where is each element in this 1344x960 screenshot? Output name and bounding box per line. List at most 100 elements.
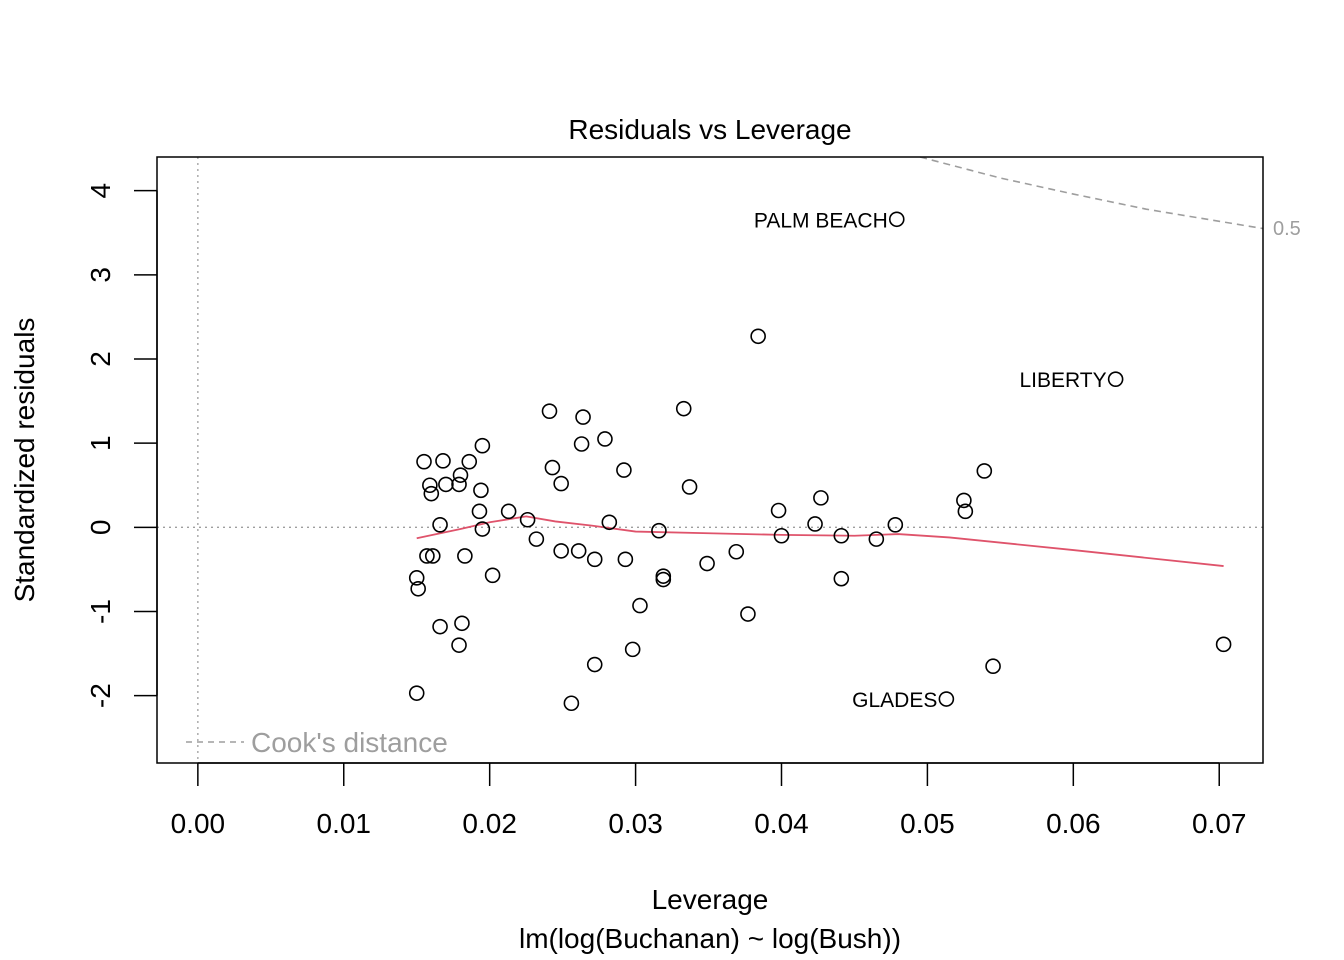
data-point — [408, 570, 425, 586]
data-point — [1107, 371, 1124, 388]
cooks-distance-contour — [919, 156, 1264, 230]
data-point — [419, 548, 435, 564]
data-point — [813, 490, 829, 506]
data-point — [655, 571, 672, 588]
data-point — [575, 409, 591, 425]
data-point — [750, 328, 766, 345]
data-point — [957, 503, 974, 520]
data-point — [833, 570, 850, 587]
data-point — [888, 211, 905, 228]
data-point — [597, 431, 613, 447]
data-point — [471, 503, 488, 520]
chart-subtitle: lm(log(Buchanan) ~ log(Bush)) — [519, 923, 901, 954]
x-axis: 0.00 0.01 0.02 0.03 0.04 0.05 0.06 0.07 — [171, 762, 1247, 839]
y-tick-label: -1 — [85, 599, 116, 624]
data-point — [500, 503, 517, 520]
data-point — [410, 580, 426, 597]
data-point — [474, 437, 491, 454]
data-point — [474, 521, 491, 537]
data-point — [484, 567, 501, 584]
data-point — [887, 517, 904, 533]
x-tick-label: 0.02 — [462, 808, 517, 839]
x-tick-label: 0.03 — [608, 808, 663, 839]
data-point — [451, 637, 467, 653]
y-tick-label: 4 — [85, 183, 116, 199]
data-point — [586, 551, 603, 568]
y-tick-label: 1 — [85, 435, 116, 451]
data-point — [457, 548, 473, 564]
data-point — [416, 453, 432, 470]
data-points — [408, 211, 1232, 712]
x-tick-label: 0.04 — [754, 808, 809, 839]
data-point — [424, 548, 441, 564]
data-point — [570, 543, 587, 559]
data-point — [956, 492, 972, 509]
data-point — [586, 656, 603, 673]
data-point — [601, 514, 618, 531]
data-point — [422, 477, 438, 494]
data-point — [519, 511, 536, 528]
point-labels: PALM BEACH LIBERTY GLADES — [754, 209, 1107, 712]
y-tick-label: 0 — [85, 520, 116, 536]
legend-cooks-label: Cook's distance — [251, 727, 448, 758]
data-point — [563, 695, 580, 712]
x-tick-label: 0.07 — [1192, 808, 1247, 839]
data-point — [544, 459, 561, 476]
x-tick-label: 0.01 — [317, 808, 372, 839]
legend: Cook's distance — [186, 727, 448, 758]
chart-title: Residuals vs Leverage — [568, 114, 851, 145]
x-tick-label: 0.00 — [171, 808, 226, 839]
data-point — [740, 606, 756, 622]
x-axis-label: Leverage — [652, 884, 769, 915]
data-point — [408, 685, 425, 701]
y-tick-label: 2 — [85, 351, 116, 367]
data-point — [432, 517, 448, 533]
data-point — [624, 641, 641, 658]
data-point — [528, 531, 545, 547]
data-point — [938, 691, 955, 707]
data-point — [573, 436, 590, 452]
data-point — [655, 568, 672, 584]
data-point — [438, 476, 454, 493]
plot-frame — [156, 156, 1264, 764]
data-point — [473, 482, 489, 499]
y-axis-label: Standardized residuals — [9, 318, 40, 603]
data-point — [976, 463, 993, 479]
y-tick-label: -2 — [85, 683, 116, 708]
data-point — [681, 479, 698, 495]
data-point — [675, 400, 692, 417]
data-point — [617, 551, 634, 568]
data-point — [432, 618, 448, 635]
y-axis: -2 -1 0 1 2 3 4 — [85, 183, 158, 708]
smooth-trend-line — [416, 515, 1224, 567]
data-point — [435, 453, 451, 469]
data-point — [461, 453, 478, 470]
data-point — [807, 516, 823, 532]
data-point — [423, 485, 440, 502]
data-point — [833, 527, 850, 544]
data-point — [553, 543, 569, 559]
data-point — [1215, 636, 1232, 653]
data-point — [773, 527, 790, 544]
point-label: GLADES — [852, 689, 937, 712]
data-point — [728, 543, 745, 560]
data-point — [616, 462, 632, 478]
data-point — [868, 531, 885, 547]
data-point — [699, 555, 715, 572]
data-point — [451, 476, 467, 493]
data-point — [553, 475, 569, 492]
data-point — [452, 467, 469, 483]
point-label: PALM BEACH — [754, 209, 888, 232]
data-point — [541, 403, 558, 419]
y-tick-label: 3 — [85, 267, 116, 283]
data-point — [770, 502, 787, 519]
data-point — [651, 522, 667, 539]
x-tick-label: 0.05 — [900, 808, 955, 839]
plot-area: PALM BEACH LIBERTY GLADES — [157, 156, 1264, 763]
data-point — [454, 615, 470, 632]
x-tick-label: 0.06 — [1046, 808, 1101, 839]
point-label: LIBERTY — [1019, 369, 1106, 392]
cooks-contour-label: 0.5 — [1273, 218, 1301, 240]
data-point — [985, 658, 1001, 675]
